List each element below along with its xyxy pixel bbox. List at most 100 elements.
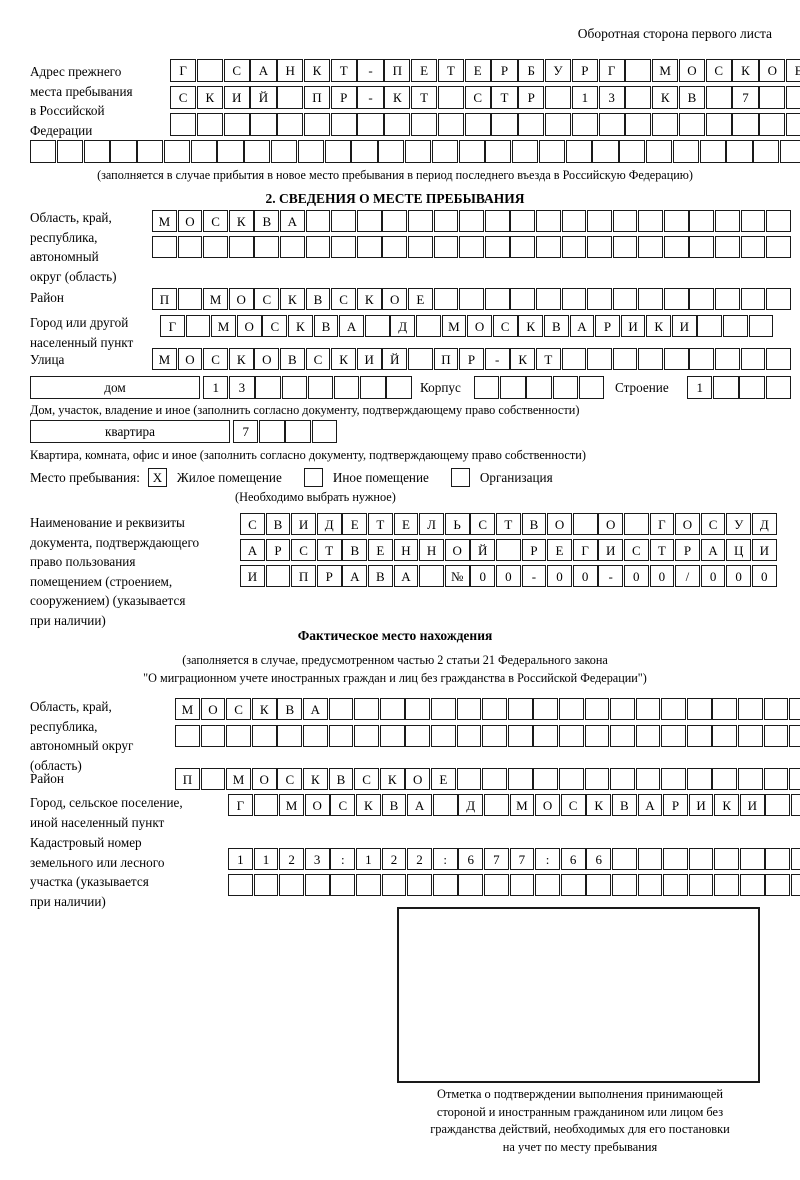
cadastral-r2-cell-3[interactable] <box>279 874 304 896</box>
document-r3-cell-9[interactable]: № <box>444 565 470 587</box>
prev-address-r3-cell-23[interactable] <box>759 113 786 136</box>
document-r3-cell-2[interactable] <box>265 565 291 587</box>
section2-street-cell-6[interactable]: В <box>279 348 305 370</box>
prev-address-r4-cell-17[interactable] <box>458 140 485 163</box>
prev-address-r3-cell-9[interactable] <box>384 113 411 136</box>
actual-region-r2-cell-4[interactable] <box>251 725 277 747</box>
actual-region-r2-cell-23[interactable] <box>738 725 763 747</box>
section2-street-cell-15[interactable]: К <box>510 348 536 370</box>
cadastral-r2-cell-5[interactable] <box>330 874 356 896</box>
section2-region-r1-cell-16[interactable] <box>535 210 561 232</box>
actual-region-r1-cell-1[interactable]: М <box>175 698 200 720</box>
prev-address-r2-cell-2[interactable]: К <box>196 86 223 109</box>
prev-address-r4-cell-7[interactable] <box>190 140 217 163</box>
section2-region-r1-cell-7[interactable] <box>305 210 331 232</box>
section2-street-cell-11[interactable] <box>407 348 433 370</box>
actual-region-r2-cell-24[interactable] <box>763 725 789 747</box>
prev-address-r4-cell-19[interactable] <box>512 140 539 163</box>
prev-address-r2-cell-19[interactable]: К <box>652 86 679 109</box>
actual-region-r2-cell-16[interactable] <box>558 725 584 747</box>
section2-city-cell-13[interactable]: О <box>467 315 492 337</box>
section2-city-cell-24[interactable] <box>748 315 774 337</box>
section2-city-cell-17[interactable]: А <box>569 315 595 337</box>
prev-address-r3-cell-4[interactable] <box>250 113 277 136</box>
stroenie-cell-2[interactable] <box>713 376 739 399</box>
document-r1-cell-7[interactable]: Е <box>393 513 419 535</box>
section2-city-cell-6[interactable]: К <box>287 315 313 337</box>
section2-district-cell-7[interactable]: В <box>305 288 331 310</box>
actual-city-cell-21[interactable]: И <box>739 794 765 816</box>
prev-address-r3-cell-14[interactable] <box>518 113 545 136</box>
prev-address-r2-cell-23[interactable] <box>759 86 786 109</box>
section2-region-r2-cell-25[interactable] <box>766 236 792 258</box>
actual-city-cell-3[interactable]: М <box>279 794 304 816</box>
actual-region-r2-cell-2[interactable] <box>200 725 226 747</box>
section2-region-r2-cell-10[interactable] <box>382 236 408 258</box>
prev-address-r3-cell-12[interactable] <box>464 113 491 136</box>
document-r3-cell-5[interactable]: А <box>342 565 368 587</box>
prev-address-r2-cell-12[interactable]: С <box>464 86 491 109</box>
cadastral-r1-cell-4[interactable]: 3 <box>304 848 330 870</box>
actual-district-cell-10[interactable]: О <box>405 768 431 790</box>
cadastral-r2-cell-12[interactable] <box>509 874 535 896</box>
cadastral-r1-cell-19[interactable] <box>688 848 714 870</box>
cadastral-r1-cell-8[interactable]: 2 <box>407 848 432 870</box>
cadastral-r2-cell-8[interactable] <box>407 874 432 896</box>
section2-city-cell-4[interactable]: О <box>236 315 262 337</box>
section2-region-r1-cell-1[interactable]: М <box>152 210 177 232</box>
document-r1-cell-18[interactable]: О <box>675 513 700 535</box>
actual-city-cell-12[interactable]: М <box>509 794 535 816</box>
prev-address-r4-cell-14[interactable] <box>378 140 405 163</box>
prev-address-r1-cell-23[interactable]: О <box>759 59 786 82</box>
section2-district-cell-25[interactable] <box>766 288 792 310</box>
prev-address-r3-cell-3[interactable] <box>223 113 250 136</box>
document-r1-cell-14[interactable] <box>572 513 598 535</box>
actual-region-r2-cell-20[interactable] <box>661 725 687 747</box>
section2-district-cell-2[interactable] <box>177 288 203 310</box>
document-r2-cell-9[interactable]: О <box>444 539 470 561</box>
actual-district-cell-7[interactable]: В <box>328 768 354 790</box>
document-r2-cell-8[interactable]: Н <box>419 539 444 561</box>
cadastral-r2-cell-22[interactable] <box>765 874 791 896</box>
section2-region-r2-cell-23[interactable] <box>715 236 740 258</box>
house-number-cell-6[interactable] <box>333 376 360 399</box>
section2-street-cell-8[interactable]: К <box>331 348 356 370</box>
document-r2-cell-20[interactable]: Ц <box>726 539 752 561</box>
cadastral-r2-cell-6[interactable] <box>355 874 381 896</box>
cadastral-r1-cell-7[interactable]: 2 <box>381 848 407 870</box>
cadastral-r1-cell-14[interactable]: 6 <box>560 848 586 870</box>
document-r3-cell-6[interactable]: В <box>367 565 393 587</box>
cadastral-r2-cell-7[interactable] <box>381 874 407 896</box>
prev-address-r2-cell-20[interactable]: В <box>678 86 706 109</box>
actual-city-cell-20[interactable]: К <box>714 794 740 816</box>
actual-region-r1-cell-18[interactable] <box>610 698 635 720</box>
prev-address-r4-cell-3[interactable] <box>83 140 110 163</box>
section2-district-cell-14[interactable] <box>484 288 510 310</box>
document-r2-cell-19[interactable]: А <box>700 539 726 561</box>
cadastral-r2-cell-15[interactable] <box>586 874 612 896</box>
house-number-cell-4[interactable] <box>281 376 307 399</box>
document-r1-cell-16[interactable] <box>623 513 649 535</box>
section2-region-r2-cell-7[interactable] <box>305 236 331 258</box>
actual-district-cell-21[interactable] <box>686 768 712 790</box>
document-r1-cell-10[interactable]: С <box>470 513 496 535</box>
prev-address-r3-cell-16[interactable] <box>571 113 598 136</box>
prev-address-r4-cell-22[interactable] <box>592 140 619 163</box>
prev-address-r1-cell-13[interactable]: Р <box>491 59 518 82</box>
actual-city-cell-19[interactable]: И <box>688 794 714 816</box>
section2-region-r1-cell-4[interactable]: К <box>228 210 254 232</box>
prev-address-r3-cell-1[interactable] <box>170 113 197 136</box>
section2-region-r2-cell-20[interactable] <box>638 236 664 258</box>
section2-district-cell-15[interactable] <box>510 288 536 310</box>
prev-address-r4-cell-25[interactable] <box>672 140 699 163</box>
document-r2-cell-15[interactable]: И <box>598 539 624 561</box>
section2-street-cell-13[interactable]: Р <box>459 348 484 370</box>
stroenie-cells[interactable]: 1 <box>687 376 792 399</box>
prev-address-row-3[interactable] <box>170 113 800 136</box>
actual-region-r1-cell-20[interactable] <box>661 698 687 720</box>
cadastral-r2-cell-1[interactable] <box>228 874 253 896</box>
cadastral-r1-cell-6[interactable]: 1 <box>355 848 381 870</box>
actual-district-cell-9[interactable]: К <box>379 768 405 790</box>
section2-region-r1-cell-11[interactable] <box>407 210 433 232</box>
